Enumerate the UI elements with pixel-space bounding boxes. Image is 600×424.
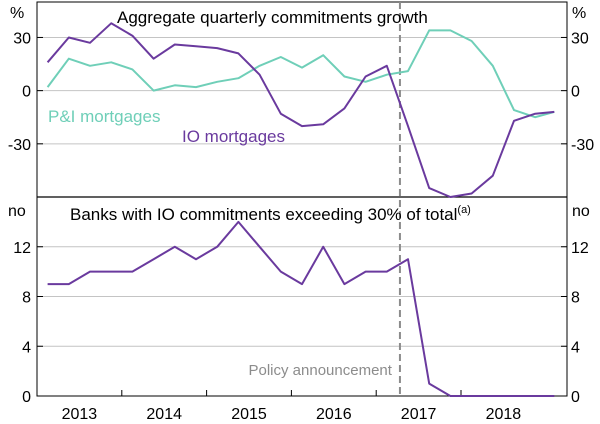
- banks-line: [47, 220, 555, 397]
- x-tick-label: 2018: [486, 406, 522, 423]
- bottom-left-tick-label: 4: [22, 339, 31, 356]
- bottom-panel-title: Banks with IO commitments exceeding 30% …: [70, 204, 471, 224]
- bottom-right-tick-label: 0: [571, 389, 580, 406]
- bottom-left-tick-label: 8: [22, 290, 31, 307]
- top-left-unit-label: %: [10, 5, 24, 22]
- top-left-tick-label: 30: [13, 30, 31, 47]
- x-tick-label: 2014: [146, 406, 182, 423]
- top-right-tick-label: -30: [571, 137, 594, 154]
- bottom-right-tick-label: 4: [571, 339, 580, 356]
- plot-frame: [36, 1, 568, 397]
- bottom-right-unit-label: no: [572, 203, 590, 220]
- bottom-left-unit-label: no: [8, 203, 26, 220]
- top-panel-title: Aggregate quarterly commitments growth: [117, 8, 428, 27]
- bottom-left-tick-label: 0: [22, 389, 31, 406]
- bottom-left-tick-label: 12: [13, 240, 31, 257]
- x-tick-label: 2017: [401, 406, 437, 423]
- top-right-tick-label: 0: [571, 84, 580, 101]
- x-tick-label: 2015: [231, 406, 267, 423]
- pi-mortgages-line: [46, 29, 555, 119]
- footnote-marker: (a): [457, 204, 470, 216]
- bottom-right-tick-label: 12: [571, 240, 589, 257]
- top-left-tick-label: -30: [8, 137, 31, 154]
- x-tick-label: 2013: [62, 406, 98, 423]
- top-right-tick-label: 30: [571, 30, 589, 47]
- io-mortgages-annotation: IO mortgages: [182, 127, 285, 146]
- bottom-right-tick-label: 8: [571, 290, 580, 307]
- top-left-tick-label: 0: [22, 84, 31, 101]
- top-right-unit-label: %: [572, 5, 586, 22]
- io-mortgages-line: [46, 22, 555, 198]
- pi-mortgages-annotation: P&I mortgages: [48, 107, 160, 126]
- policy-announcement-label: Policy announcement: [249, 362, 393, 379]
- x-tick-label: 2016: [316, 406, 352, 423]
